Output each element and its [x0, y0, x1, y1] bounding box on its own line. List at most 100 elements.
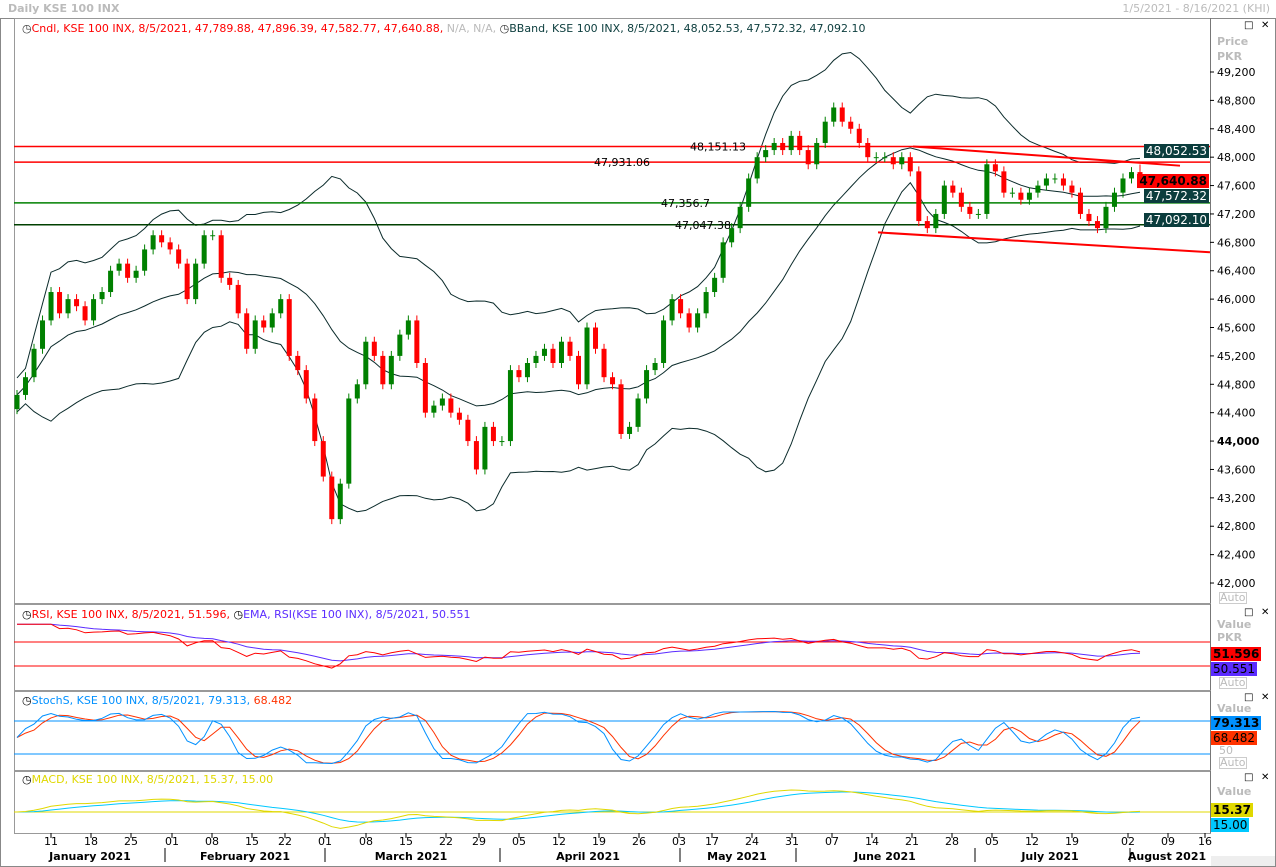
clock-icon: ◷	[499, 22, 510, 35]
candle-legend: Cndl, KSE 100 INX, 8/5/2021, 47,789.88, …	[31, 22, 444, 35]
candle-body	[754, 157, 760, 179]
candle-body	[405, 320, 411, 335]
maximize-price-panel-icon[interactable]: □	[1244, 20, 1254, 31]
candle-body	[201, 235, 207, 264]
close-rsi-panel-icon[interactable]: ✕	[1261, 607, 1270, 618]
candle-body	[831, 107, 837, 122]
candle-body	[763, 150, 769, 158]
candle-body	[729, 228, 735, 243]
candle-body	[558, 341, 564, 363]
x-tick-label: 14	[865, 835, 879, 848]
candle-body	[65, 299, 71, 314]
month-label: January 2021	[48, 850, 131, 863]
x-tick-label: 03	[672, 835, 686, 848]
x-tick-label: 24	[745, 835, 759, 848]
ema-legend-text: EMA, RSI(KSE 100 INX), 8/5/2021, 50.551	[243, 608, 471, 621]
candle-body	[1018, 192, 1024, 200]
candle-body	[473, 441, 479, 470]
candle-body	[958, 192, 964, 207]
candle-body	[320, 441, 326, 477]
candle-body	[1086, 213, 1092, 222]
candle-body	[524, 362, 530, 378]
na-legend: N/A, N/A,	[446, 22, 497, 35]
x-tick-label: 01	[318, 835, 332, 848]
candle-body	[805, 150, 811, 165]
date-range: 1/5/2021 - 8/16/2021 (KHI)	[1122, 2, 1270, 15]
candle-body	[269, 313, 275, 328]
x-tick-label: 09	[1161, 835, 1175, 848]
x-tick-label: 21	[905, 835, 919, 848]
candle-body	[627, 426, 633, 434]
candle-body	[176, 249, 182, 264]
x-tick-label: 15	[245, 835, 259, 848]
candle-body	[414, 320, 420, 363]
candle-body	[533, 355, 539, 363]
stoch-legend-text: StochS, KSE 100 INX, 8/5/2021, 79.313,	[31, 694, 251, 707]
price-tick-label: 44,000	[1217, 435, 1260, 448]
month-label: May 2021	[707, 850, 767, 863]
candle-body	[167, 242, 173, 250]
candle-body	[346, 398, 352, 484]
rsi-legend-text: RSI, KSE 100 INX, 8/5/2021, 51.596,	[31, 608, 230, 621]
candle-body	[1026, 192, 1032, 200]
candle-body	[329, 476, 335, 520]
price-auto-button[interactable]: Auto	[1219, 591, 1247, 604]
candle-body	[1128, 172, 1134, 179]
candle-body	[278, 299, 284, 314]
maximize-macd-panel-icon[interactable]: □	[1244, 772, 1254, 783]
candle-body	[1043, 178, 1049, 186]
candle-body	[422, 362, 428, 413]
candle-body	[380, 355, 386, 385]
stoch-signal-line	[16, 711, 1141, 764]
trendline	[912, 145, 1181, 167]
candle-body	[1069, 185, 1075, 193]
candle-body	[337, 483, 343, 520]
rsi-auto-button[interactable]: Auto	[1219, 676, 1247, 689]
candle-body	[593, 327, 599, 349]
candle-body	[91, 299, 97, 321]
candle-body	[712, 277, 718, 293]
clock-icon: ◷	[233, 608, 244, 621]
candle-body	[678, 299, 684, 314]
candle-body	[975, 213, 981, 215]
candle-body	[142, 249, 148, 271]
x-tick-label: 05	[512, 835, 526, 848]
price-tick-label: 44,800	[1217, 378, 1256, 391]
candle-body	[40, 320, 46, 349]
candle-body	[286, 299, 292, 356]
candle-body	[303, 370, 309, 399]
candle-body	[456, 412, 462, 420]
candle-body	[882, 157, 888, 159]
close-price-panel-icon[interactable]: ✕	[1261, 20, 1270, 31]
maximize-rsi-panel-icon[interactable]: □	[1244, 607, 1254, 618]
bband-upper-line	[16, 51, 1141, 379]
candle-body	[1001, 171, 1007, 193]
stoch-badge: 79.313	[1211, 716, 1262, 730]
candle-body	[890, 157, 896, 165]
candle-body	[907, 157, 913, 172]
candle-body	[669, 299, 675, 321]
maximize-stoch-panel-icon[interactable]: □	[1244, 692, 1254, 703]
price-tick-label: 46,400	[1217, 265, 1256, 278]
close-macd-panel-icon[interactable]: ✕	[1261, 772, 1270, 783]
x-tick-label: 22	[439, 835, 453, 848]
x-tick-label: 17	[705, 835, 719, 848]
price-tick-label: 47,200	[1217, 208, 1256, 221]
candle-body	[865, 142, 871, 158]
candle-body	[610, 377, 616, 385]
candle-body	[150, 235, 156, 250]
candle-body	[541, 348, 547, 356]
close-stoch-panel-icon[interactable]: ✕	[1261, 692, 1270, 703]
month-label: June 2021	[853, 850, 916, 863]
candle-body	[193, 263, 199, 300]
candle-body	[184, 263, 190, 300]
candle-body	[74, 299, 80, 307]
candle-body	[244, 313, 250, 349]
candle-body	[814, 142, 820, 165]
stoch-auto-button[interactable]: Auto	[1219, 756, 1247, 769]
price-axis-unit: PKR	[1217, 50, 1243, 63]
x-tick-label: 15	[399, 835, 413, 848]
x-tick-label: 12	[1025, 835, 1039, 848]
candle-body	[227, 277, 233, 285]
